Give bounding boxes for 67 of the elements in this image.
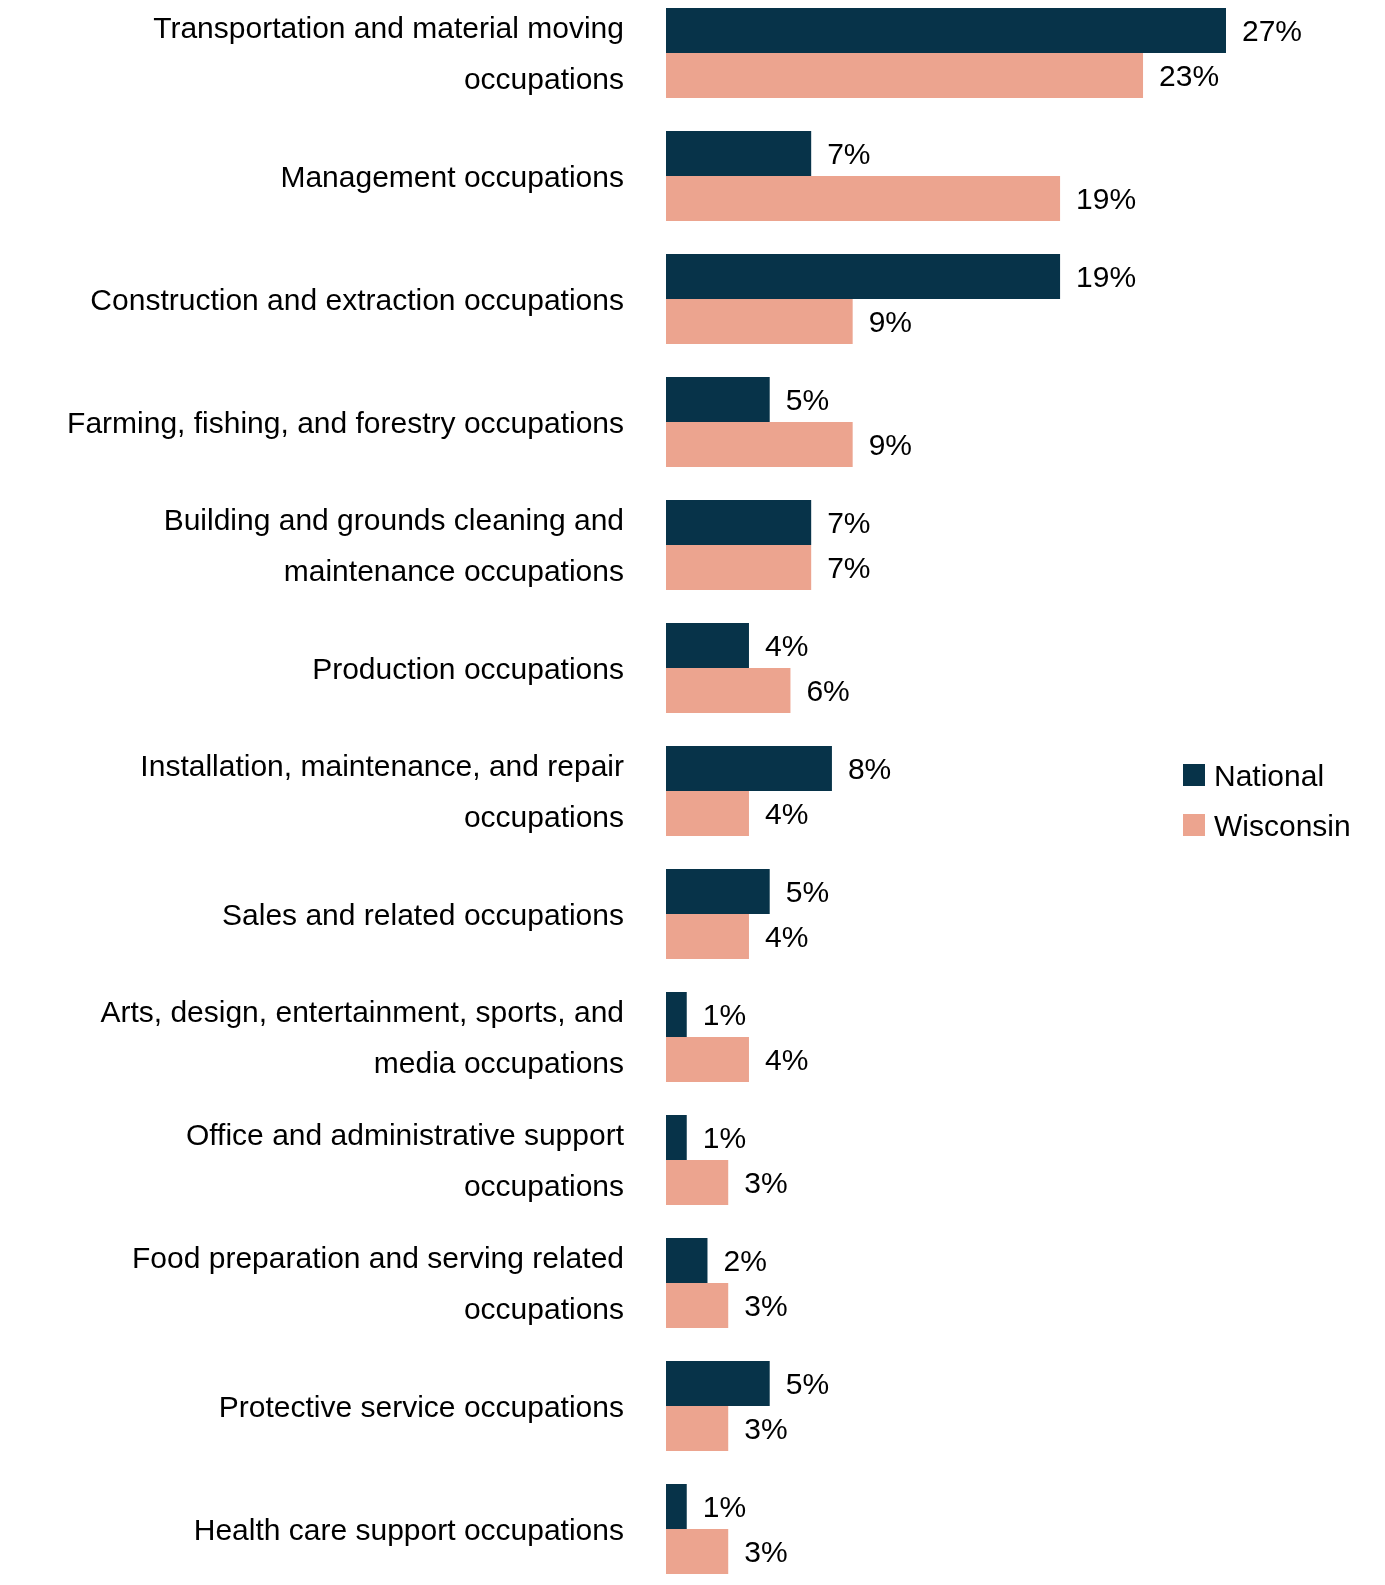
y-tick-label: Management occupations	[280, 159, 624, 193]
data-label: 5%	[785, 875, 830, 908]
data-label: 5%	[785, 1367, 830, 1400]
data-label: 4%	[764, 629, 809, 662]
bar	[666, 299, 853, 344]
y-tick-label: Health care support occupations	[193, 1512, 624, 1546]
bar	[666, 1037, 749, 1082]
bar	[666, 746, 832, 791]
data-label: 9%	[868, 428, 913, 461]
data-label: 7%	[827, 551, 871, 584]
bar	[666, 500, 812, 545]
bar	[666, 8, 1226, 53]
bar	[666, 53, 1144, 98]
data-label: 7%	[827, 137, 871, 170]
y-tick-label: Building and grounds cleaning and maintenance occupations	[163, 503, 624, 587]
bar	[666, 791, 749, 836]
y-tick-label: Office and administrative support occupations	[185, 1118, 625, 1202]
bar	[666, 131, 812, 176]
data-label: 5%	[785, 383, 830, 416]
bar	[666, 1238, 708, 1283]
bar	[666, 1406, 729, 1451]
data-label: 4%	[764, 920, 809, 953]
bar	[666, 992, 687, 1037]
y-tick-label: Protective service occupations	[218, 1389, 624, 1423]
bar	[666, 1529, 729, 1574]
bar	[666, 422, 853, 467]
data-label: 27%	[1242, 14, 1303, 47]
bar	[666, 545, 812, 590]
bar	[666, 668, 791, 713]
bar	[666, 377, 770, 422]
data-label: 3%	[744, 1166, 788, 1199]
bar	[666, 1115, 687, 1160]
y-tick-label: Transportation and material moving occupations	[153, 11, 624, 95]
data-label: 3%	[744, 1412, 788, 1445]
bar	[666, 623, 749, 668]
legend-label: National	[1214, 759, 1325, 792]
bar	[666, 869, 770, 914]
y-tick-label: Food preparation and serving related occupations	[132, 1241, 624, 1325]
data-label: 6%	[806, 674, 850, 707]
bar	[666, 176, 1061, 221]
data-label: 9%	[868, 305, 913, 338]
bar	[666, 1160, 729, 1205]
bar	[666, 254, 1061, 299]
data-label: 1%	[702, 998, 747, 1031]
data-label: 8%	[847, 752, 892, 785]
bar	[666, 914, 749, 959]
data-label: 23%	[1159, 59, 1220, 92]
data-label: 1%	[702, 1490, 747, 1523]
bar	[666, 1484, 687, 1529]
y-tick-label: Farming, fishing, and forestry occupations	[67, 405, 624, 439]
bar	[666, 1361, 770, 1406]
data-label: 4%	[764, 797, 809, 830]
data-label: 3%	[744, 1535, 788, 1568]
data-label: 2%	[723, 1244, 767, 1277]
y-tick-label: Sales and related occupations	[222, 897, 624, 931]
data-label: 19%	[1076, 182, 1137, 215]
data-label: 3%	[744, 1289, 788, 1322]
data-label: 19%	[1076, 260, 1137, 293]
data-label: 4%	[764, 1043, 809, 1076]
y-tick-label: Installation, maintenance, and repair occupations	[140, 749, 624, 833]
y-tick-label: Construction and extraction occupations	[90, 282, 624, 316]
y-tick-label: Arts, design, entertainment, sports, and media occupations	[100, 995, 624, 1079]
data-label: 7%	[827, 506, 871, 539]
legend-label: Wisconsin	[1214, 809, 1351, 842]
bar	[666, 1283, 729, 1328]
data-label: 1%	[702, 1121, 747, 1154]
y-tick-label: Production occupations	[312, 651, 624, 685]
